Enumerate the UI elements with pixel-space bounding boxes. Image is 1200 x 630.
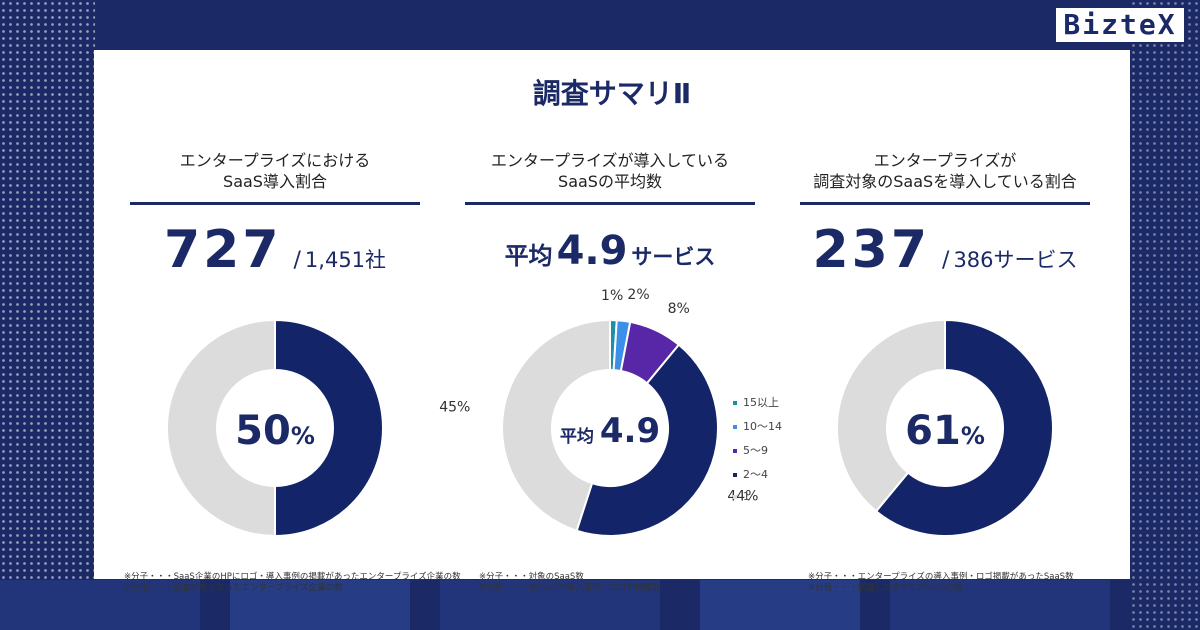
- donut-slice: [166, 318, 276, 538]
- panel-title-line: SaaS導入割合: [223, 172, 327, 191]
- footnote: ※分子・・・SaaS企業のHPにロゴ・導入事例の掲載があったエンタープライズ企業…: [124, 572, 461, 582]
- legend-swatch: [733, 495, 737, 499]
- footnotes: ※分子・・・エンタープライズの導入事例・ロゴ掲載があったSaaS数 ※分母・・・…: [808, 572, 1148, 594]
- panel-average-count: エンタープライズが導入している SaaSの平均数 平均 4.9 サービス 平均 4.9…: [439, 150, 782, 593]
- dot-pattern-left: [0, 0, 95, 630]
- chart-legend: 15以上 10〜14 5〜9 2〜4 1: [733, 394, 782, 514]
- footnote: ※分母・・・各SaaSの導入事例・ロゴの掲載数: [479, 583, 661, 593]
- bottom-band: [230, 580, 410, 630]
- slice-percent-label: 8%: [668, 301, 690, 317]
- donut-center-label: 50%: [235, 408, 315, 454]
- legend-swatch: [733, 401, 737, 405]
- legend-entry: 2〜4: [733, 466, 782, 490]
- biztex-logo: BizteX: [1056, 8, 1184, 42]
- legend-entry: 5〜9: [733, 442, 782, 466]
- average-prefix: 平均: [504, 242, 553, 270]
- slash: /: [942, 248, 950, 273]
- bottom-band: [0, 580, 200, 630]
- panel-title-line: エンタープライズが導入している: [490, 151, 730, 170]
- legend-entry: 1: [733, 490, 782, 514]
- bottom-band: [440, 580, 660, 630]
- slash: /: [293, 248, 301, 273]
- headline-figure: 平均 4.9 サービス: [465, 228, 755, 274]
- footnote: ※分子・・・対象のSaaS数: [479, 572, 584, 582]
- footnote: ※分母・・・調査したすべてのSaaSの数: [808, 583, 963, 593]
- footnote: ※分子・・・エンタープライズの導入事例・ロゴ掲載があったSaaS数: [808, 572, 1074, 582]
- legend-label: 10〜14: [743, 420, 782, 433]
- dot-pattern-right: [1130, 0, 1200, 630]
- legend-label: 5〜9: [743, 444, 768, 457]
- legend-swatch: [733, 449, 737, 453]
- legend-label: 1: [743, 490, 750, 503]
- donut-slice: [274, 318, 384, 538]
- slice-percent-label: 44%: [727, 488, 758, 504]
- slice-percent-label: 45%: [439, 399, 470, 415]
- legend-entry: 10〜14: [733, 418, 782, 442]
- panel-title: エンタープライズが導入している SaaSの平均数: [465, 150, 755, 205]
- panel-title-line: SaaSの平均数: [558, 172, 662, 191]
- legend-swatch: [733, 425, 737, 429]
- summary-card: 調査サマリⅡ エンタープライズにおける SaaS導入割合 727 /1,451社 …: [94, 50, 1130, 593]
- big-value: 237: [812, 220, 931, 280]
- total-value: 1,451社: [304, 248, 387, 272]
- page-title: 調査サマリⅡ: [532, 77, 692, 110]
- panel-title-line: エンタープライズにおける: [179, 151, 371, 170]
- panel-saas-coverage: エンタープライズが 調査対象のSaaSを導入している割合 237 /386サービス…: [800, 150, 1090, 593]
- legend-swatch: [733, 473, 737, 477]
- slice-percent-label: 2%: [627, 287, 649, 303]
- headline-figure: 727 /1,451社: [130, 220, 420, 280]
- footnote: ※分母・・・調査対象となったエンタープライズ企業の数: [124, 583, 343, 593]
- donut-slice: [836, 318, 946, 513]
- donut-slice: [874, 318, 1054, 537]
- big-value: 727: [163, 220, 282, 280]
- panel-title-line: エンタープライズが: [873, 151, 1017, 170]
- panel-title: エンタープライズが 調査対象のSaaSを導入している割合: [800, 150, 1090, 205]
- donut-slice: [501, 318, 611, 532]
- donut-chart-2: 平均 4.9 1% 2% 8% 44% 45%: [439, 287, 758, 537]
- footnotes: ※分子・・・SaaS企業のHPにロゴ・導入事例の掲載があったエンタープライズ企業…: [124, 572, 464, 594]
- total-value: 386サービス: [953, 248, 1078, 272]
- footnotes: ※分子・・・対象のSaaS数 ※分母・・・各SaaSの導入事例・ロゴの掲載数: [479, 572, 819, 594]
- donut-center-label: 平均 4.9: [560, 411, 660, 451]
- donut-chart-3: 61%: [836, 318, 1054, 537]
- unit-suffix: サービス: [631, 245, 716, 269]
- legend-label: 2〜4: [743, 468, 768, 481]
- bottom-band: [890, 580, 1110, 630]
- slice-percent-label: 1%: [601, 288, 623, 304]
- panel-adoption-rate: エンタープライズにおける SaaS導入割合 727 /1,451社 50% ※分子…: [124, 150, 461, 593]
- headline-figure: 237 /386サービス: [800, 220, 1090, 280]
- panel-title-line: 調査対象のSaaSを導入している割合: [813, 172, 1077, 191]
- bottom-band: [700, 580, 860, 630]
- legend-entry: 15以上: [733, 394, 782, 418]
- donut-slice: [575, 343, 719, 537]
- big-value: 4.9: [556, 228, 628, 274]
- donut-chart-1: 50%: [166, 318, 384, 538]
- donut-center-label: 61%: [905, 408, 985, 454]
- panel-title: エンタープライズにおける SaaS導入割合: [130, 150, 420, 205]
- legend-label: 15以上: [743, 396, 779, 409]
